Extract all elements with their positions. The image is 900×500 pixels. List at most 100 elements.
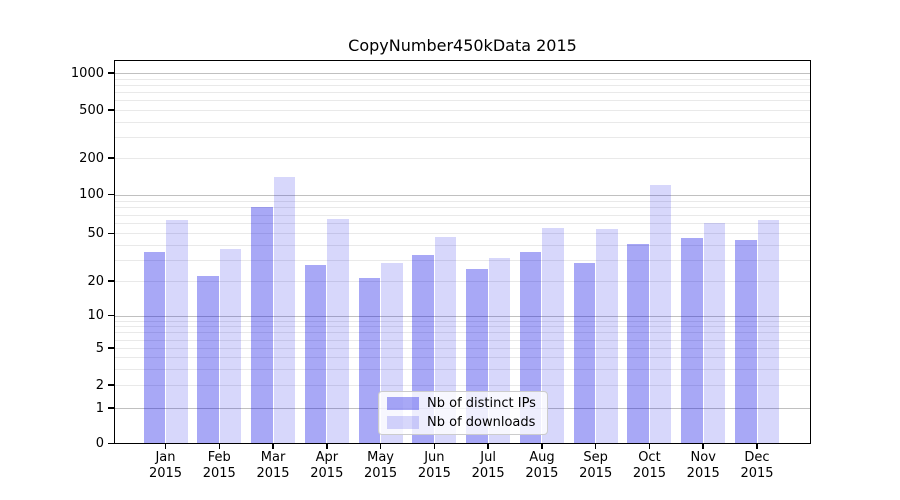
bar-downloads-mar xyxy=(273,176,296,444)
minor-gridline-70 xyxy=(114,214,811,216)
x-tick-year-jan: 2015 xyxy=(148,465,183,481)
x-tick-label-mar: Mar 2015 xyxy=(241,450,305,481)
bar-downloads-oct xyxy=(649,185,672,444)
bar-downloads-apr xyxy=(327,218,349,444)
y-tick-label-2: 2 xyxy=(95,377,104,393)
major-gridline-100 xyxy=(114,194,811,196)
minor-gridline-2 xyxy=(114,385,811,386)
x-tick-year-may: 2015 xyxy=(364,465,398,481)
x-tick-month-nov: Nov xyxy=(690,450,716,465)
y-tick-label-10: 10 xyxy=(87,308,104,324)
x-tick-label-sep: Sep 2015 xyxy=(564,450,628,481)
y-tick-500 xyxy=(107,109,114,111)
plot-area: Nb of distinct IPs Nb of downloads xyxy=(114,60,811,444)
x-tick-dec xyxy=(756,443,758,449)
y-tick-label-5: 5 xyxy=(95,340,104,356)
minor-gridline-400 xyxy=(114,121,811,123)
y-tick-10 xyxy=(107,314,114,317)
minor-gridline-90 xyxy=(114,200,811,202)
x-tick-nov xyxy=(702,443,704,449)
legend-swatch-downloads xyxy=(387,416,419,429)
x-tick-year-nov: 2015 xyxy=(686,465,720,481)
x-tick-month-sep: Sep xyxy=(583,450,608,465)
x-tick-apr xyxy=(326,443,328,449)
minor-gridline-200 xyxy=(114,158,811,159)
x-tick-jun xyxy=(433,443,436,449)
x-tick-jul xyxy=(487,443,489,449)
x-tick-label-jul: Jul 2015 xyxy=(456,450,520,481)
bar-ips-jan xyxy=(143,251,165,444)
minor-gridline-9 xyxy=(114,320,811,322)
x-tick-label-dec: Dec 2015 xyxy=(725,450,789,481)
bar-ips-feb xyxy=(197,276,219,444)
bar-downloads-jan xyxy=(166,220,188,444)
y-tick-label-1: 1 xyxy=(95,400,104,416)
x-tick-year-mar: 2015 xyxy=(256,465,290,481)
y-tick-100 xyxy=(107,193,114,196)
minor-gridline-600 xyxy=(114,100,811,102)
x-tick-year-jun: 2015 xyxy=(417,465,451,481)
major-gridline-1000 xyxy=(114,73,811,74)
minor-gridline-5 xyxy=(114,348,811,349)
y-tick-2 xyxy=(107,384,114,386)
y-tick-0 xyxy=(107,442,114,445)
x-tick-label-jun: Jun 2015 xyxy=(402,450,466,481)
y-tick-200 xyxy=(107,157,114,159)
y-tick-5 xyxy=(107,347,114,349)
minor-gridline-700 xyxy=(114,92,811,94)
legend-item-downloads: Nb of downloads xyxy=(387,415,539,430)
bar-ips-dec xyxy=(735,239,757,444)
x-tick-month-mar: Mar xyxy=(260,450,286,465)
x-tick-year-apr: 2015 xyxy=(310,465,344,481)
y-tick-1 xyxy=(107,407,114,409)
bar-ips-nov xyxy=(681,237,703,444)
x-tick-month-feb: Feb xyxy=(207,450,231,465)
bar-downloads-sep xyxy=(596,229,618,444)
x-tick-year-jul: 2015 xyxy=(471,465,505,481)
x-tick-may xyxy=(379,443,382,449)
x-tick-aug xyxy=(541,443,543,449)
x-tick-label-apr: Apr 2015 xyxy=(295,450,359,481)
minor-gridline-900 xyxy=(114,78,811,80)
minor-gridline-300 xyxy=(114,136,811,138)
legend-label-distinct-ips: Nb of distinct IPs xyxy=(427,396,536,411)
x-tick-label-oct: Oct 2015 xyxy=(617,450,681,481)
bar-ips-mar xyxy=(251,207,273,444)
x-tick-month-aug: Aug xyxy=(529,450,555,465)
x-tick-month-may: May xyxy=(367,450,395,465)
minor-gridline-40 xyxy=(114,244,811,246)
x-tick-label-jan: Jan 2015 xyxy=(134,450,198,481)
legend-item-distinct-ips: Nb of distinct IPs xyxy=(387,396,539,411)
x-tick-month-apr: Apr xyxy=(315,450,339,465)
minor-gridline-3 xyxy=(114,368,811,370)
minor-gridline-20 xyxy=(114,281,811,282)
x-tick-label-nov: Nov 2015 xyxy=(671,450,735,481)
x-tick-jan xyxy=(164,443,167,449)
bar-ips-oct xyxy=(627,243,649,444)
x-tick-label-aug: Aug 2015 xyxy=(510,450,574,481)
legend-label-downloads: Nb of downloads xyxy=(427,415,536,430)
y-tick-20 xyxy=(107,280,114,282)
x-tick-feb xyxy=(218,443,221,449)
minor-gridline-60 xyxy=(114,223,811,225)
y-tick-label-0: 0 xyxy=(95,436,104,451)
bar-downloads-feb xyxy=(219,248,242,444)
x-tick-mar xyxy=(272,443,274,449)
bar-ips-apr xyxy=(304,265,327,444)
bar-ips-may xyxy=(358,278,381,444)
x-tick-month-jun: Jun xyxy=(424,450,445,465)
legend: Nb of distinct IPs Nb of downloads xyxy=(378,391,548,435)
x-tick-month-jul: Jul xyxy=(480,450,496,465)
y-tick-1000 xyxy=(107,72,114,74)
bar-downloads-nov xyxy=(703,223,726,444)
x-tick-month-jan: Jan xyxy=(155,450,176,465)
x-tick-year-feb: 2015 xyxy=(202,465,236,481)
bar-downloads-dec xyxy=(757,219,779,444)
y-tick-50 xyxy=(107,232,114,235)
x-tick-sep xyxy=(594,443,597,449)
chart-title: CopyNumber450kData 2015 xyxy=(348,36,577,55)
minor-gridline-6 xyxy=(114,339,811,341)
x-tick-year-oct: 2015 xyxy=(632,465,666,481)
minor-gridline-7 xyxy=(114,332,811,334)
